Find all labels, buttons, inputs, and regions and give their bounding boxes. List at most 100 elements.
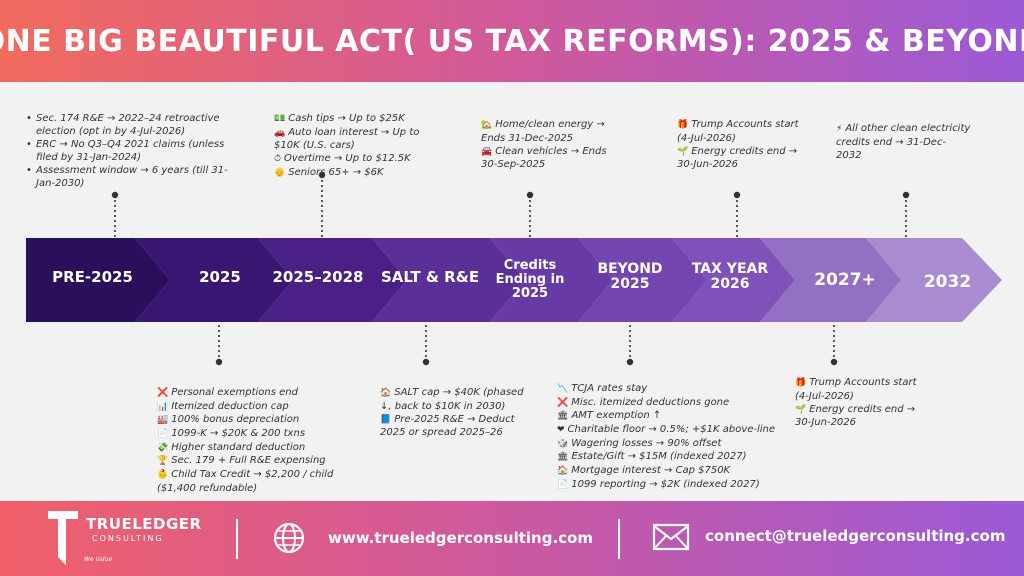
connector-dot (626, 358, 634, 366)
note-bullet-icon: ❤ (557, 425, 565, 436)
note-item: 🚘 Clean vehicles → Ends 30-Sep-2025 (481, 145, 611, 172)
note-text: Personal exemptions end (171, 387, 298, 398)
note-item: 🎲 Wagering losses → 90% offset (557, 437, 782, 451)
note-text: 1099 reporting → $2K (indexed 2027) (571, 478, 760, 490)
note-bullet-icon: 📉 (557, 384, 569, 394)
note-bullet-icon: 📘 (380, 414, 392, 425)
note-bullet-icon: 🏆 (157, 456, 169, 467)
note-text: Misc. itemized deductions gone (571, 396, 730, 408)
note-pre2025: Sec. 174 R&E → 2022–24 retroactive elect… (26, 112, 231, 190)
note-text: 100% bonus depreciation (171, 414, 300, 426)
note-text: Cash tips → Up to $25K (288, 113, 405, 124)
connector-dot (830, 358, 838, 366)
note-item: 🏭 100% bonus depreciation (157, 413, 347, 427)
note-item: 💵 Cash tips → Up to $25K (274, 112, 434, 126)
note-item: 🌱 Energy credits end → 30-Jun-2026 (795, 403, 925, 430)
note-item: 🏛 Estate/Gift → $15M (indexed 2027) (557, 450, 782, 464)
stage-label-beyond: BEYOND 2025 (597, 260, 663, 292)
globe-icon (273, 522, 305, 554)
note-beyond: 📉 TCJA rates stay ❌ Misc. itemized deductio… (557, 382, 782, 492)
footer: TRUELEDGER CONSULTING We Value www.truel… (0, 501, 1024, 576)
note-text: TCJA rates stay (571, 383, 648, 394)
note-text: Clean vehicles → Ends 30-Sep-2025 (481, 145, 607, 171)
note-text: Wagering losses → 90% offset (571, 437, 722, 449)
note-bullet-icon: 🌱 (795, 404, 807, 415)
stage-label-credits: Credits Ending in 2025 (495, 257, 565, 302)
brand-subtitle: CONSULTING (92, 534, 164, 543)
note-text: Energy credits end → 30-Jun-2026 (677, 145, 798, 171)
note-text: Estate/Gift → $15M (indexed 2027) (571, 451, 747, 463)
note-text: Pre-2025 R&E → Deduct 2025 or spread 202… (380, 413, 515, 439)
note-item: 📘 Pre-2025 R&E → Deduct 2025 or spread 20… (380, 413, 530, 440)
note-item: 🎁 Trump Accounts start (4-Jul-2026) (795, 376, 925, 403)
connector-dot (111, 191, 119, 199)
brand-name: TRUELEDGER (86, 515, 202, 533)
logo-mark-icon (48, 511, 78, 565)
note-text: Higher standard deduction (171, 441, 306, 453)
note-item: 🏡 Home/clean energy → Ends 31-Dec-2025 (481, 118, 611, 145)
note-item: 🎁 Trump Accounts start (4-Jul-2026) (677, 118, 802, 145)
note-bullet-icon: 📊 (157, 401, 169, 412)
stage-label-tax2026: TAX YEAR 2026 (691, 260, 769, 292)
note-bullet-icon: ⚡ (836, 124, 843, 134)
connector-dot (215, 358, 223, 366)
note-text: Home/clean energy → Ends 31-Dec-2025 (481, 119, 605, 144)
note-bullet-icon: 🌱 (677, 146, 689, 157)
note-text: 1099-K → $20K & 200 txns (171, 428, 306, 440)
note-bullet-icon: 🎁 (677, 120, 689, 130)
mail-icon (652, 523, 690, 551)
email-link[interactable]: connect@trueledgerconsulting.com (705, 527, 1006, 545)
website-link[interactable]: www.trueledgerconsulting.com (328, 529, 593, 547)
note-2032: ⚡ All other clean electricity credits end… (836, 122, 971, 162)
note-bullet-icon: 🏠 (380, 388, 392, 398)
note-text: Trump Accounts start (4-Jul-2026) (677, 119, 799, 144)
note-bullet-icon: 📄 (157, 429, 169, 440)
stage-label-2027: 2027+ (814, 269, 876, 290)
note-tax2026: 🎁 Trump Accounts start (4-Jul-2026) 🌱 Energ… (677, 118, 802, 171)
note-bullet-icon: 🎁 (795, 378, 807, 388)
note-bullet-icon: 🚘 (481, 146, 493, 157)
note-bullet-icon: ❌ (157, 388, 169, 398)
note-text: AMT exemption ↑ (571, 410, 662, 422)
note-2025-2028: 💵 Cash tips → Up to $25K 🚗 Auto loan intere… (274, 112, 434, 180)
note-text: Sec. 179 + Full R&E expensing (171, 455, 326, 467)
note-text: SALT cap → $40K (phased ↓, back to $10K … (380, 387, 524, 412)
note-item: 👴 Seniors 65+ → $6K (274, 166, 434, 180)
note-salt: 🏠 SALT cap → $40K (phased ↓, back to $10K… (380, 386, 530, 439)
note-item: 📉 TCJA rates stay (557, 382, 782, 396)
note-credits: 🏡 Home/clean energy → Ends 31-Dec-2025 🚘 Cl… (481, 118, 611, 171)
note-item: 🏆 Sec. 179 + Full R&E expensing (157, 454, 347, 468)
note-bullet-icon: 👶 (157, 470, 169, 481)
connector-dot (902, 191, 910, 199)
page-title: ONE BIG BEAUTIFUL ACT( US TAX REFORMS): … (0, 23, 1024, 59)
note-bullet-icon: 🏛 (557, 452, 569, 463)
stage-label-2025-2028: 2025–2028 (272, 267, 364, 286)
note-item: 📄 1099 reporting → $2K (indexed 2027) (557, 478, 782, 492)
note-item: 🚗 Auto loan interest → Up to $10K (U.S. c… (274, 126, 434, 153)
note-bullet-icon: 👴 (274, 168, 286, 179)
note-item: 🏠 Mortgage interest → Cap $750K (557, 464, 782, 478)
stage-label-2032: 2032 (923, 271, 972, 292)
note-bullet-icon: 💸 (157, 442, 169, 453)
note-bullet-icon: 💵 (274, 114, 286, 124)
note-item: Assessment window → 6 years (till 31-Jan… (26, 164, 231, 190)
note-item: ❌ Personal exemptions end (157, 386, 347, 400)
note-text: Auto loan interest → Up to $10K (U.S. ca… (274, 126, 420, 152)
brand-tagline: We Value (84, 556, 113, 563)
connector-dot (526, 191, 534, 199)
note-item: 📄 1099-K → $20K & 200 txns (157, 427, 347, 441)
note-text: Child Tax Credit → $2,200 / child ($1,40… (157, 469, 334, 494)
note-text: Itemized deduction cap (171, 400, 289, 412)
note-bullet-icon: 📄 (557, 479, 569, 490)
header-banner: ONE BIG BEAUTIFUL ACT( US TAX REFORMS): … (0, 0, 1024, 82)
note-bullet-icon: 🎲 (557, 438, 569, 449)
note-bullet-icon: 🏡 (481, 120, 493, 130)
note-item: Sec. 174 R&E → 2022–24 retroactive elect… (26, 112, 231, 138)
note-item: 👶 Child Tax Credit → $2,200 / child ($1,4… (157, 468, 347, 495)
note-item: 🏠 SALT cap → $40K (phased ↓, back to $10K… (380, 386, 530, 413)
note-item: 🏛 AMT exemption ↑ (557, 409, 782, 423)
note-item: ❌ Misc. itemized deductions gone (557, 396, 782, 410)
stage-label-pre2025: PRE-2025 (52, 267, 133, 286)
note-bullet-icon: 🏭 (157, 415, 169, 426)
note-bullet-icon: 🏛 (557, 411, 569, 422)
